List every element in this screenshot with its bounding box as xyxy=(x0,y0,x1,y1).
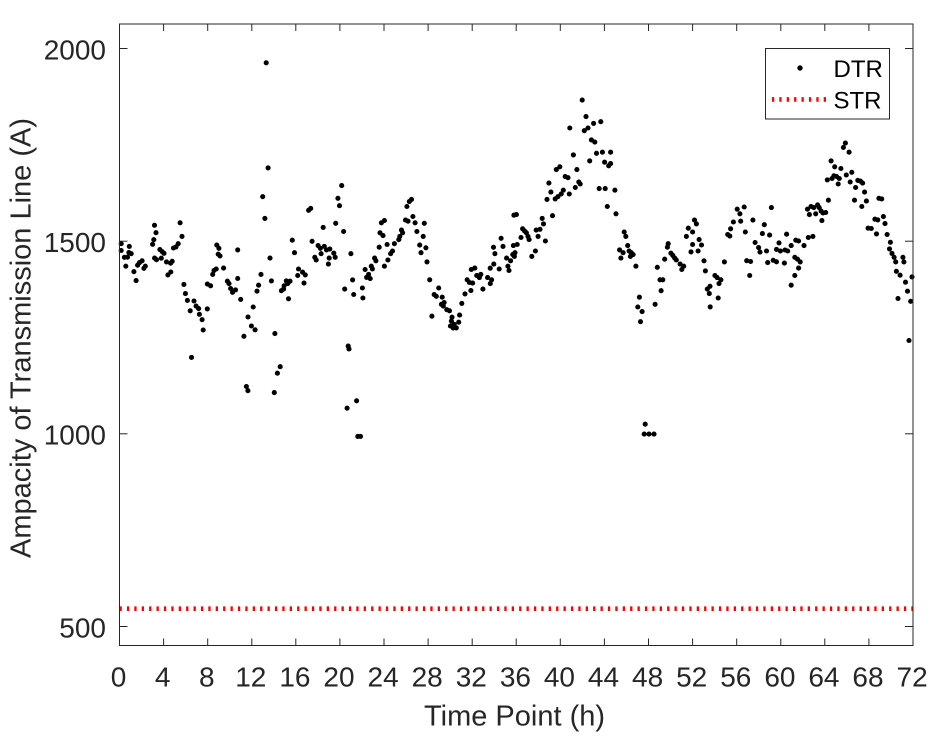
svg-text:1000: 1000 xyxy=(44,420,106,451)
svg-text:1500: 1500 xyxy=(44,227,106,258)
svg-text:64: 64 xyxy=(808,662,839,693)
svg-text:Time Point (h): Time Point (h) xyxy=(424,701,605,733)
svg-text:STR: STR xyxy=(834,88,882,115)
svg-text:52: 52 xyxy=(676,662,707,693)
svg-text:12: 12 xyxy=(235,662,266,693)
svg-text:28: 28 xyxy=(412,662,443,693)
svg-text:16: 16 xyxy=(279,662,310,693)
svg-text:68: 68 xyxy=(852,662,883,693)
svg-text:40: 40 xyxy=(544,662,575,693)
svg-text:72: 72 xyxy=(897,662,928,693)
svg-text:44: 44 xyxy=(588,662,619,693)
svg-text:20: 20 xyxy=(323,662,354,693)
svg-text:48: 48 xyxy=(632,662,663,693)
svg-text:DTR: DTR xyxy=(834,56,883,83)
svg-text:500: 500 xyxy=(59,612,106,643)
svg-text:24: 24 xyxy=(368,662,399,693)
svg-text:36: 36 xyxy=(500,662,531,693)
svg-text:Ampacity of Transmission Line: Ampacity of Transmission Line (A) xyxy=(6,118,38,558)
svg-text:56: 56 xyxy=(720,662,751,693)
svg-text:60: 60 xyxy=(764,662,795,693)
svg-text:8: 8 xyxy=(199,662,215,693)
svg-text:4: 4 xyxy=(155,662,171,693)
svg-text:0: 0 xyxy=(111,662,127,693)
svg-text:2000: 2000 xyxy=(44,34,106,65)
svg-text:32: 32 xyxy=(456,662,487,693)
